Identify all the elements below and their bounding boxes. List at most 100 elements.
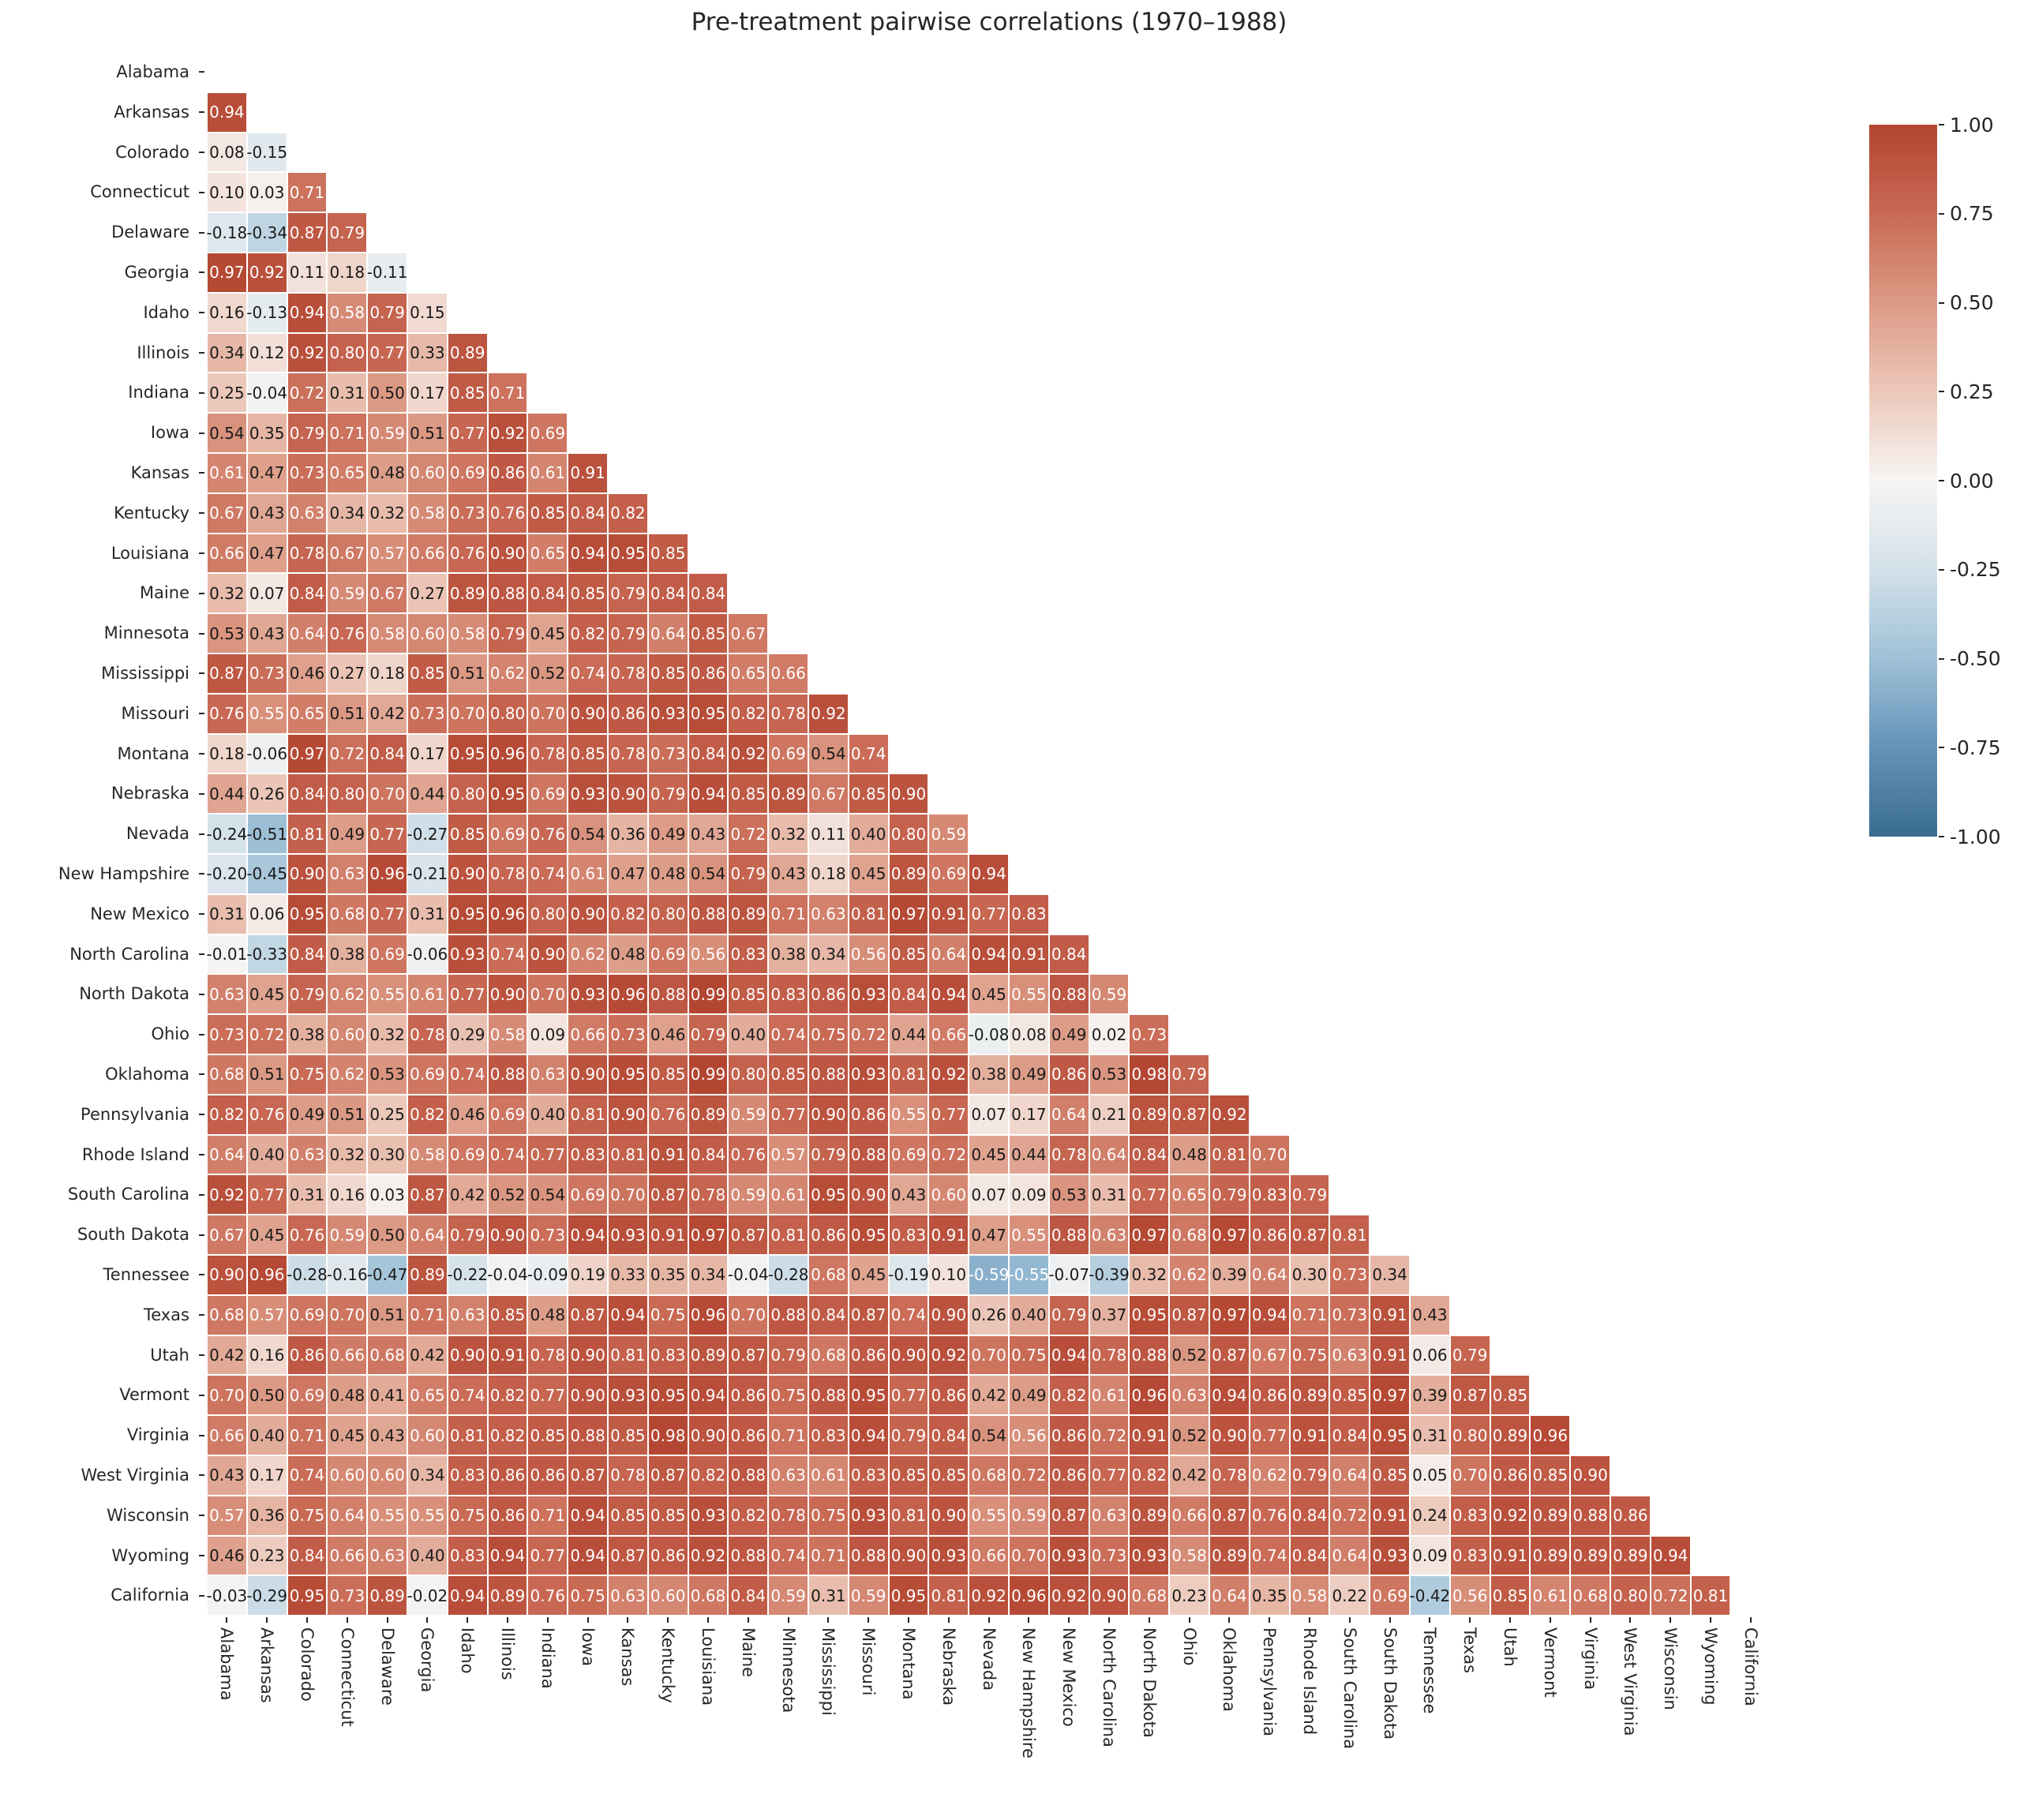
heatmap-cell: 0.81 [568,1094,608,1135]
y-axis-tick [199,391,204,394]
heatmap-cell: 0.52 [1169,1415,1209,1455]
x-axis-label: Minnesota [778,1627,798,1713]
heatmap-cell: 0.46 [447,1094,488,1135]
heatmap-cell: 0.89 [447,332,488,373]
y-axis-label: Kansas [130,463,189,482]
y-axis-tick [199,1474,204,1477]
heatmap-cell: 0.87 [207,653,247,694]
x-axis-label: Connecticut [337,1627,357,1727]
heatmap-cell: 0.40 [848,814,889,854]
heatmap-cell: 0.89 [1289,1375,1330,1416]
heatmap-cell: 0.88 [728,1455,769,1496]
heatmap-cell: 0.59 [728,1094,769,1135]
heatmap-cell: 0.45 [527,613,568,653]
heatmap-cell: 0.11 [287,253,328,293]
heatmap-cell: 0.94 [928,974,969,1015]
heatmap-cell: 0.95 [608,1054,648,1095]
heatmap-cell: 0.85 [1329,1375,1370,1416]
y-axis-label: New Hampshire [58,864,189,883]
colorbar-tick-label: 0.75 [1950,202,1994,226]
heatmap-cell: 0.63 [207,974,247,1015]
y-axis-tick [199,191,204,193]
heatmap-cell: 0.89 [1570,1535,1610,1576]
heatmap-cell: 0.59 [728,1174,769,1215]
heatmap-cell: 0.94 [608,1294,648,1335]
heatmap-cell: 0.66 [1169,1495,1209,1536]
x-axis-label: California [1741,1627,1760,1706]
heatmap-cell: 0.68 [688,1575,729,1616]
heatmap-cell: 0.71 [407,1294,448,1335]
heatmap-cell: 0.65 [287,693,328,734]
heatmap-cell: 0.25 [367,1094,407,1135]
heatmap-cell: 0.94 [969,934,1009,975]
heatmap-cell: 0.97 [207,253,247,293]
heatmap-cell: 0.90 [888,1335,929,1376]
heatmap-cell: 0.66 [207,1415,247,1455]
heatmap-cell: 0.85 [888,934,929,975]
heatmap-cell: 0.85 [647,533,688,574]
heatmap-cell: 0.51 [246,1054,287,1095]
heatmap-cell: 0.69 [447,1134,488,1175]
heatmap-cell: 0.84 [688,1134,729,1175]
x-axis-tick [1188,1617,1190,1623]
heatmap-cell: 0.91 [928,893,969,934]
y-axis-label: Montana [117,743,189,763]
heatmap-cell: 0.90 [207,1255,247,1295]
heatmap-cell: 0.88 [1048,974,1089,1015]
heatmap-cell: 0.92 [287,332,328,373]
heatmap-cell: 0.94 [447,1575,488,1616]
x-axis-tick [546,1617,549,1623]
heatmap-cell: 0.48 [608,934,648,975]
heatmap-cell: 0.68 [1570,1575,1610,1616]
heatmap-cell: 0.08 [1009,1014,1049,1054]
heatmap-cell: 0.02 [1089,1014,1130,1054]
heatmap-cell: 0.59 [1089,974,1130,1015]
heatmap-cell: 0.80 [327,332,368,373]
x-axis-label: Mississippi [819,1627,838,1716]
heatmap-cell: 0.68 [808,1255,849,1295]
heatmap-cell: 0.60 [327,1455,368,1496]
heatmap-cell: 0.38 [327,934,368,975]
heatmap-cell: 0.83 [447,1535,488,1576]
heatmap-cell: 0.89 [367,1575,407,1616]
heatmap-cell: 0.31 [407,893,448,934]
colorbar-tick-label: -0.50 [1950,647,2001,670]
heatmap-cell: 0.63 [527,1054,568,1095]
heatmap-cell: 0.49 [287,1094,328,1135]
heatmap-cell: 0.18 [367,653,407,694]
y-axis-tick [199,993,204,995]
heatmap-cell: 0.63 [1329,1335,1370,1376]
y-axis-label: Louisiana [111,543,189,563]
heatmap-cell: 0.85 [608,1415,648,1455]
heatmap-cell: 0.66 [768,653,808,694]
heatmap-cell: 0.87 [1209,1335,1250,1376]
heatmap-cell: 0.60 [647,1575,688,1616]
heatmap-cell: 0.92 [808,693,849,734]
heatmap-cell: 0.76 [207,693,247,734]
y-axis-label: Iowa [150,423,189,443]
heatmap-cell: 0.80 [1610,1575,1651,1616]
heatmap-cell: 0.81 [768,1215,808,1255]
heatmap-cell: 0.92 [969,1575,1009,1616]
heatmap-cell: 0.61 [1530,1575,1571,1616]
heatmap-cell: 0.86 [848,1094,889,1135]
heatmap-cell: 0.43 [768,854,808,894]
heatmap-cell: 0.59 [327,1215,368,1255]
heatmap-cell: 0.94 [688,773,729,815]
x-axis-tick [587,1617,589,1623]
heatmap-cell: 0.64 [647,613,688,653]
heatmap-cell: 0.63 [287,492,328,534]
heatmap-cell: 0.62 [1169,1255,1209,1295]
heatmap-cell: 0.95 [1370,1415,1410,1455]
heatmap-cell: 0.93 [568,974,608,1015]
heatmap-cell: 0.57 [768,1134,808,1175]
heatmap-cell: 0.10 [928,1255,969,1295]
heatmap-cell: 0.87 [848,1294,889,1335]
heatmap-cell: -0.01 [207,934,247,975]
heatmap-cell: 0.89 [888,854,929,894]
heatmap-cell: 0.85 [1370,1455,1410,1496]
heatmap-cell: 0.65 [1169,1174,1209,1215]
y-axis-tick [199,953,204,955]
heatmap-cell: 0.92 [1490,1495,1531,1536]
heatmap-cell: 0.87 [568,1455,608,1496]
